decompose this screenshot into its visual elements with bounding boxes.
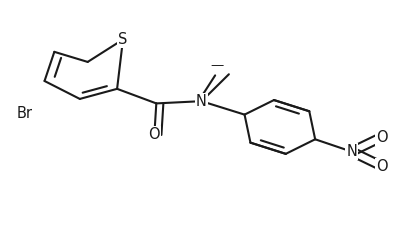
Text: O: O (376, 159, 387, 174)
Text: S: S (118, 32, 128, 47)
Text: N: N (346, 144, 357, 159)
Text: O: O (149, 127, 160, 142)
Text: O: O (376, 130, 387, 145)
Text: —: — (211, 59, 224, 72)
Text: Br: Br (17, 106, 33, 121)
Text: N: N (196, 94, 207, 109)
